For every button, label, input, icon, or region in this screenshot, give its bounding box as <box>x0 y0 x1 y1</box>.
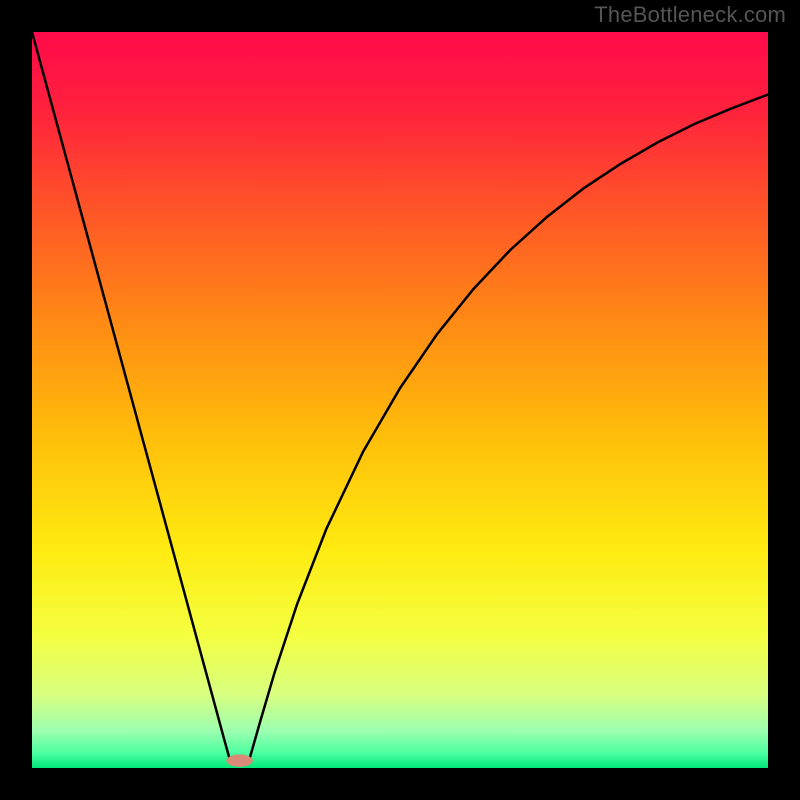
chart-container: TheBottleneck.com <box>0 0 800 800</box>
watermark-text: TheBottleneck.com <box>594 2 786 28</box>
bottleneck-chart <box>0 0 800 800</box>
vertex-marker <box>226 754 252 767</box>
